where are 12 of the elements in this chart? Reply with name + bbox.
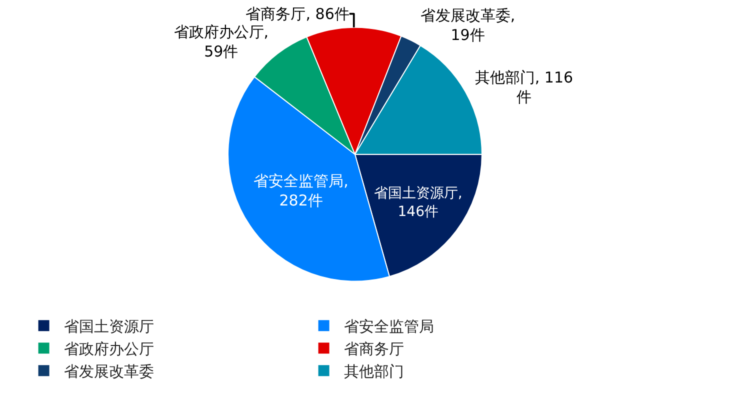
legend-label: 省安全监管局 (344, 318, 434, 336)
data-label: 省政府办公厅, 59件 (174, 22, 269, 60)
data-label: 其他部门, 116 件 (474, 68, 574, 106)
data-label: 省国土资源厅, 146件 (374, 186, 462, 220)
legend-label: 省国土资源厅 (64, 318, 154, 336)
data-label: 省发展改革委, 19件 (420, 6, 516, 44)
legend-label: 其他部门 (344, 362, 404, 381)
data-label: 省安全监管局, 282件 (254, 172, 348, 210)
legend-label: 省政府办公厅 (64, 340, 154, 358)
legend-label: 省商务厅 (344, 340, 404, 358)
data-label: 省商务厅, 86件 (246, 4, 350, 23)
legend-label: 省发展改革委 (64, 362, 154, 381)
